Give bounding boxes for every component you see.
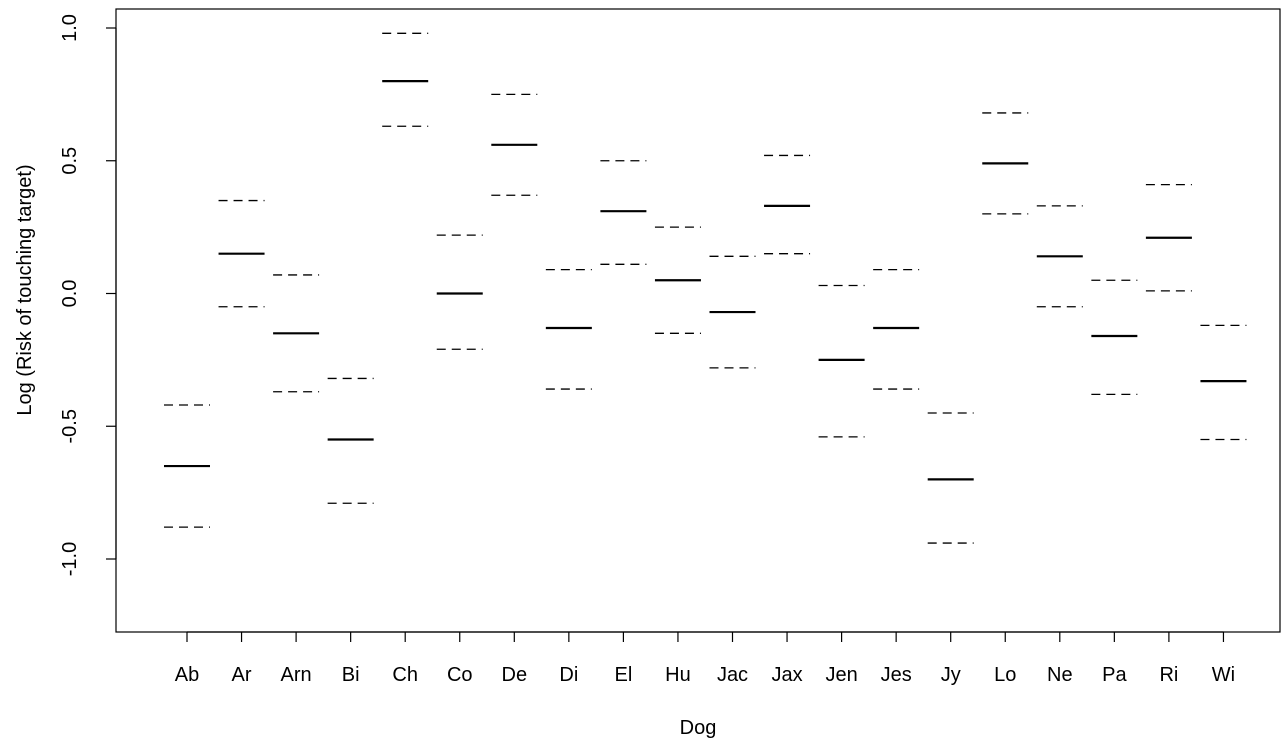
- x-axis-title: Dog: [680, 717, 717, 739]
- interval-marks: [164, 32, 1247, 544]
- x-tick-label: De: [502, 664, 528, 686]
- x-tick-label: Jax: [771, 664, 802, 686]
- y-tick-label: 0.0: [59, 280, 81, 308]
- x-tick-label: Ch: [392, 664, 418, 686]
- plot-frame: [115, 8, 1281, 633]
- x-tick-label: Bi: [342, 664, 360, 686]
- x-tick-label: Ab: [175, 664, 199, 686]
- x-tick-label: Jac: [717, 664, 748, 686]
- y-tick-label: -1.0: [59, 542, 81, 576]
- y-tick-label: 0.5: [59, 147, 81, 175]
- x-tick-label: Pa: [1102, 664, 1127, 686]
- y-tick-label: 1.0: [59, 14, 81, 42]
- x-tick-label: Wi: [1212, 664, 1235, 686]
- y-axis: -1.0 -0.5 0.0 0.5 1.0: [59, 14, 117, 576]
- x-tick-label: Di: [559, 664, 578, 686]
- x-tick-label: Ri: [1159, 664, 1178, 686]
- x-tick-label: Ne: [1047, 664, 1073, 686]
- x-tick-label: El: [615, 664, 633, 686]
- x-axis: Ab Ar Arn Bi Ch Co De Di El Hu Jac Jax Jen Jes Jy Lo Ne P…: [175, 631, 1235, 686]
- x-tick-label: Co: [447, 664, 473, 686]
- x-tick-label: Hu: [665, 664, 691, 686]
- x-tick-label: Arn: [281, 664, 312, 686]
- x-tick-label: Lo: [994, 664, 1016, 686]
- y-axis-title: Log (Risk of touching target): [14, 164, 36, 415]
- x-tick-label: Jes: [881, 664, 912, 686]
- y-tick-label: -0.5: [59, 409, 81, 443]
- x-tick-label: Ar: [232, 664, 252, 686]
- x-tick-label: Jy: [941, 664, 961, 686]
- x-tick-label: Jen: [825, 664, 857, 686]
